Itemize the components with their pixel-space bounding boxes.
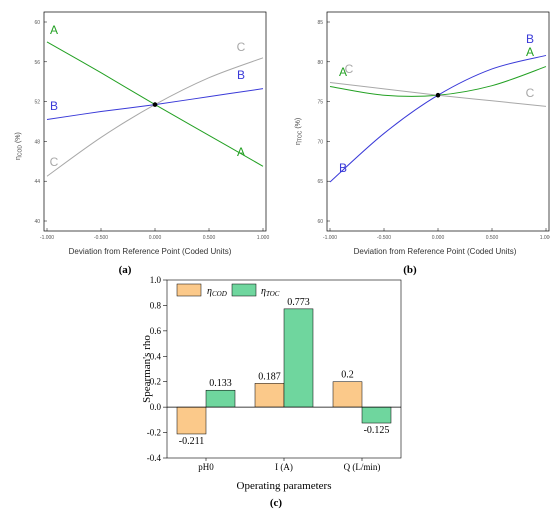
reference-point	[435, 92, 441, 98]
bar-toc-1	[283, 308, 314, 408]
y-tick-label: 40	[34, 219, 40, 225]
series-label-start-b: B	[50, 99, 58, 113]
y-tick-label: 44	[34, 179, 40, 185]
y-tick-label: 56	[34, 60, 40, 66]
chart-b-y-axis-label: ηTOC (%)	[295, 118, 304, 145]
bar-cod-0	[176, 406, 207, 435]
y-tick-label: -0.4	[147, 453, 162, 463]
series-label-start-a: A	[50, 23, 58, 37]
data-label: 0.187	[258, 371, 281, 382]
series-label-end-a: A	[237, 145, 245, 159]
series-label-end-b: B	[526, 32, 534, 46]
data-label: -0.211	[179, 436, 204, 447]
series-label-end-a: A	[526, 45, 534, 59]
x-tick-label: 0.000	[149, 235, 162, 241]
series-label-end-c: C	[526, 86, 535, 100]
y-tick-label: 0.4	[150, 351, 162, 361]
series-label-end-c: C	[237, 40, 246, 54]
y-tick-label: 0.8	[150, 300, 162, 310]
legend-label-toc: ηTOC	[261, 286, 280, 298]
x-tick-label: 1.000	[540, 235, 550, 241]
y-tick-label: 0.0	[150, 402, 162, 412]
legend-label-cod: ηCOD	[207, 286, 227, 298]
reference-point	[152, 102, 158, 107]
y-tick-label: 65	[317, 179, 323, 185]
y-tick-label: 48	[34, 139, 40, 145]
chart-c-legend: ηCOD ηTOC	[176, 283, 280, 298]
y-tick-label: 60	[317, 219, 323, 225]
series-label-start-c: C	[50, 155, 59, 169]
chart-a-y-ticks: 40 44 48 52 56 60	[34, 20, 47, 225]
x-tick-label: -1.000	[40, 235, 54, 241]
chart-b-x-ticks: -1.000 -0.500 0.000 0.500 1.000	[323, 228, 550, 241]
chart-c: -0.4 -0.2 0.0 0.2 0.4 0.6 0.8 1.0 pH0 I (A) Q (L/…	[141, 275, 402, 509]
x-tick-label: I (A)	[275, 462, 293, 472]
bar-cod-2	[332, 381, 363, 408]
x-tick-label: 0.500	[486, 235, 499, 241]
y-tick-label: 70	[317, 139, 323, 145]
y-tick-label: 0.6	[150, 326, 162, 336]
series-label-start-a: A	[339, 65, 347, 79]
chart-b-frame	[326, 11, 550, 232]
data-label: 0.773	[287, 297, 310, 308]
x-tick-label: 0.500	[203, 235, 216, 241]
legend-swatch-toc	[231, 283, 257, 297]
chart-c-y-ticks: -0.4 -0.2 0.0 0.2 0.4 0.6 0.8 1.0	[147, 275, 167, 463]
legend-swatch-cod	[176, 283, 202, 297]
chart-a-x-axis-label: Deviation from Reference Point (Coded Un…	[69, 247, 232, 256]
y-tick-label: 85	[317, 20, 323, 26]
x-tick-label: 0.000	[432, 235, 445, 241]
x-tick-label: -0.500	[94, 235, 108, 241]
chart-c-panel-label: (c)	[270, 497, 283, 509]
x-tick-label: pH0	[198, 462, 214, 472]
y-tick-label: -0.2	[147, 428, 161, 438]
chart-c-y-axis-label: Spearman's rho	[141, 335, 153, 403]
data-label: 0.2	[341, 370, 354, 381]
y-tick-label: 0.2	[150, 377, 161, 387]
bar-toc-2	[361, 406, 392, 424]
data-label: 0.133	[209, 378, 232, 389]
x-tick-label: 1.000	[257, 235, 270, 241]
chart-b-y-ticks: 60 65 70 75 80 85	[317, 20, 330, 225]
series-label-start-c: C	[345, 62, 354, 76]
chart-b-x-axis-label: Deviation from Reference Point (Coded Un…	[354, 247, 517, 256]
chart-a-panel-label: (a)	[119, 264, 132, 276]
bar-toc-0	[205, 389, 236, 408]
y-tick-label: 1.0	[150, 275, 162, 285]
x-tick-label: -1.000	[323, 235, 337, 241]
y-tick-label: 52	[34, 100, 40, 106]
chart-b-panel-label: (b)	[403, 264, 417, 276]
x-tick-label: Q (L/min)	[344, 462, 381, 472]
chart-c-x-ticks: pH0 I (A) Q (L/min)	[198, 458, 380, 472]
data-label: -0.125	[364, 425, 390, 436]
chart-a-y-axis-label: ηCOD (%)	[15, 132, 24, 160]
chart-a-frame	[43, 11, 267, 232]
series-label-end-b: B	[237, 68, 245, 82]
chart-b: -1.000 -0.500 0.000 0.500 1.000 60 65 70 75 80 85…	[295, 11, 550, 276]
y-tick-label: 60	[34, 20, 40, 26]
y-tick-label: 75	[317, 100, 323, 106]
y-tick-label: 80	[317, 60, 323, 66]
chart-c-x-axis-label: Operating parameters	[237, 480, 332, 492]
x-tick-label: -0.500	[377, 235, 391, 241]
bar-cod-1	[254, 383, 285, 408]
chart-c-bars: -0.211 0.133 0.187 0.773 0.2 -0.125	[176, 297, 392, 447]
series-label-start-b: B	[339, 161, 347, 175]
chart-a-x-ticks: -1.000 -0.500 0.000 0.500 1.000	[40, 228, 270, 241]
chart-a: -1.000 -0.500 0.000 0.500 1.000 40 44 48 52 56 60…	[15, 11, 270, 276]
